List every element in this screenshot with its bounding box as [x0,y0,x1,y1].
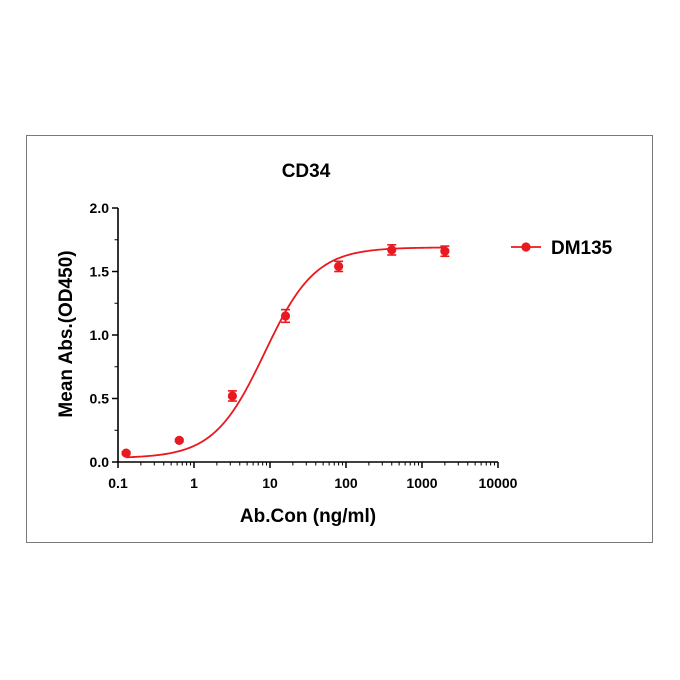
data-point [440,246,450,256]
plot-area [121,244,450,459]
data-point [174,435,184,446]
y-tick-label: 2.0 [90,200,110,216]
legend-marker [521,242,531,252]
chart-frame [26,135,653,543]
data-point [334,261,344,272]
data-point [227,391,237,401]
legend-label: DM135 [551,238,613,259]
x-tick-label: 1 [190,475,198,491]
y-tick-label: 0.0 [90,454,110,470]
x-axis-label: Ab.Con (ng/ml) [240,506,376,527]
y-tick-label: 1.0 [90,327,110,343]
x-tick-label: 100 [334,475,358,491]
x-tick-label: 10 [262,475,278,491]
y-tick-label: 1.5 [90,264,110,280]
y-ticks: 0.0 0.5 1.0 1.5 2.0 [90,200,118,470]
data-point [121,448,131,458]
data-point [280,311,291,321]
x-tick-label: 1000 [406,475,437,491]
chart-title: CD34 [282,161,331,182]
x-tick-label: 0.1 [108,475,128,491]
fit-curve [126,246,445,459]
x-tick-label: 10000 [479,475,518,491]
legend: DM135 [511,238,613,259]
x-ticks: 0.1 1 10 100 1000 10000 [108,462,518,491]
y-tick-label: 0.5 [90,391,110,407]
data-point [387,245,397,255]
y-axis-label: Mean Abs.(OD450) [56,250,77,417]
